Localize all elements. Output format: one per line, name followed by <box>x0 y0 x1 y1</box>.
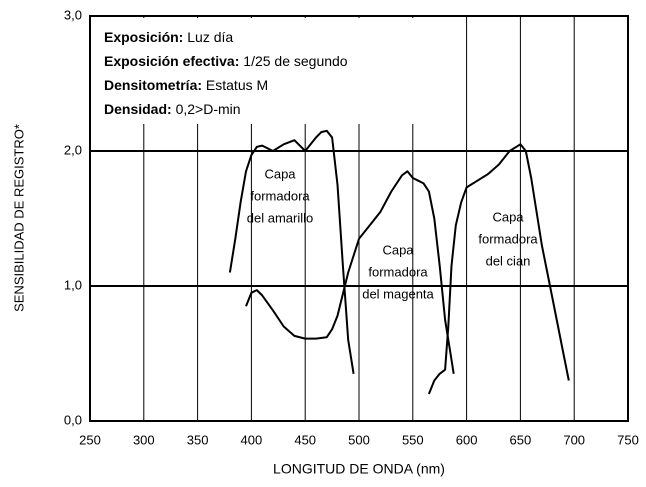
curve-label: Capa <box>382 242 414 257</box>
x-tick-label: 450 <box>294 432 316 447</box>
x-tick-label: 300 <box>133 432 155 447</box>
curve-label: del cian <box>486 253 531 268</box>
x-tick-label: 500 <box>348 432 370 447</box>
x-tick-label: 350 <box>187 432 209 447</box>
info-line: Densitometría: Estatus M <box>104 77 268 93</box>
y-axis-label: SENSIBILIDAD DE REGISTRO* <box>11 124 26 312</box>
curve-label: Capa <box>492 209 524 224</box>
y-tick-label: 3,0 <box>64 7 82 22</box>
x-tick-label: 650 <box>510 432 532 447</box>
info-value: 1/25 de segundo <box>243 53 348 69</box>
x-axis-label: LONGITUD DE ONDA (nm) <box>273 461 445 477</box>
x-tick-label: 750 <box>617 432 639 447</box>
x-tick-label: 550 <box>402 432 424 447</box>
info-box <box>92 18 432 124</box>
x-tick-label: 250 <box>79 432 101 447</box>
info-label: Exposición efectiva: <box>104 53 239 69</box>
info-line: Exposición efectiva: 1/25 de segundo <box>104 53 348 69</box>
x-tick-label: 600 <box>456 432 478 447</box>
y-tick-label: 0,0 <box>64 412 82 427</box>
curve-label: Capa <box>264 166 296 181</box>
info-value: 0,2>D-min <box>176 101 241 117</box>
plot-frame <box>89 15 629 422</box>
curve <box>427 143 570 395</box>
curve-label: formadora <box>250 188 310 203</box>
curve-label: formadora <box>478 231 538 246</box>
y-tick-label: 1,0 <box>64 277 82 292</box>
info-label: Densidad: <box>104 101 172 117</box>
info-label: Exposición: <box>104 29 183 45</box>
info-line: Exposición: Luz día <box>104 29 233 45</box>
curve-label: del magenta <box>362 286 434 301</box>
x-tick-label: 700 <box>563 432 585 447</box>
curve <box>228 129 355 374</box>
info-label: Densitometría: <box>104 77 202 93</box>
info-value: Luz día <box>187 29 233 45</box>
curve-label: del amarillo <box>247 210 313 225</box>
y-tick-label: 2,0 <box>64 142 82 157</box>
info-value: Estatus M <box>206 77 268 93</box>
x-tick-label: 400 <box>241 432 263 447</box>
curve <box>245 170 455 374</box>
curve-label: formadora <box>368 264 428 279</box>
info-line: Densidad: 0,2>D-min <box>104 101 241 117</box>
